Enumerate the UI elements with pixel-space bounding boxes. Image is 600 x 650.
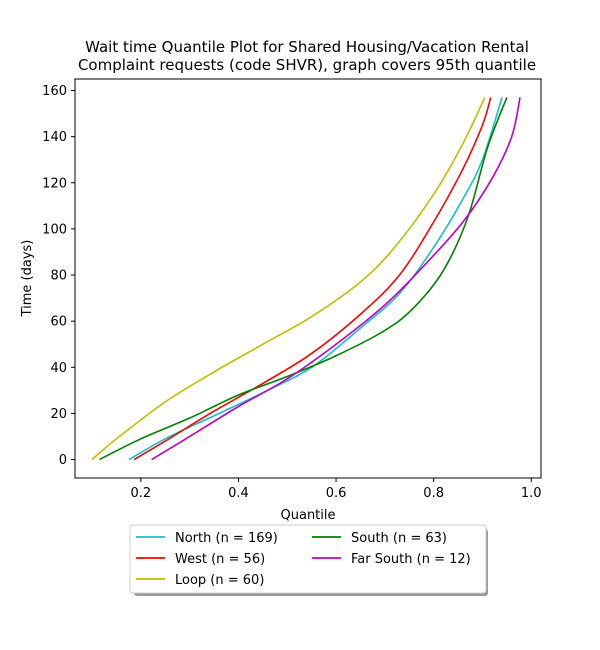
- chart-title-line-1: Wait time Quantile Plot for Shared Housi…: [85, 38, 529, 56]
- legend-label-0: North (n = 169): [175, 531, 278, 546]
- legend-label-4: Far South (n = 12): [351, 552, 471, 567]
- plot-lines: [91, 97, 521, 461]
- plot-frame: [74, 78, 542, 479]
- series-line-4: [151, 97, 521, 461]
- x-tick-label: 0.4: [228, 486, 249, 501]
- x-axis-label: Quantile: [281, 508, 336, 523]
- series-line-3: [99, 97, 508, 461]
- legend: North (n = 169) West (n = 56) Loop (n = 60…: [129, 524, 488, 596]
- legend-label-2: Loop (n = 60): [175, 573, 264, 588]
- x-tick-label: 0.6: [326, 486, 347, 501]
- y-tick-label: 20: [50, 407, 67, 422]
- x-tick-label: 1.0: [521, 486, 542, 501]
- legend-box: [129, 524, 487, 594]
- y-tick-label: 40: [50, 361, 67, 376]
- series-line-2: [91, 97, 486, 461]
- series-line-0: [128, 97, 503, 461]
- x-axis: 0.2 0.4 0.6 0.8 1.0: [131, 478, 542, 501]
- x-tick-label: 0.2: [131, 486, 152, 501]
- x-tick-label: 0.8: [423, 486, 444, 501]
- legend-label-3: South (n = 63): [351, 531, 447, 546]
- chart-title-line-2: Complaint requests (code SHVR), graph co…: [78, 56, 536, 74]
- y-tick-label: 140: [42, 130, 67, 145]
- y-tick-label: 0: [59, 453, 67, 468]
- y-tick-label: 100: [42, 222, 67, 237]
- y-axis: 0 20 40 60 80 100 120 140 160: [42, 84, 75, 468]
- y-tick-label: 160: [42, 84, 67, 99]
- y-axis-label: Time (days): [20, 240, 35, 318]
- legend-label-1: West (n = 56): [175, 552, 265, 567]
- series-line-1: [133, 97, 492, 461]
- y-tick-label: 80: [50, 269, 67, 284]
- y-tick-label: 60: [50, 315, 67, 330]
- y-tick-label: 120: [42, 176, 67, 191]
